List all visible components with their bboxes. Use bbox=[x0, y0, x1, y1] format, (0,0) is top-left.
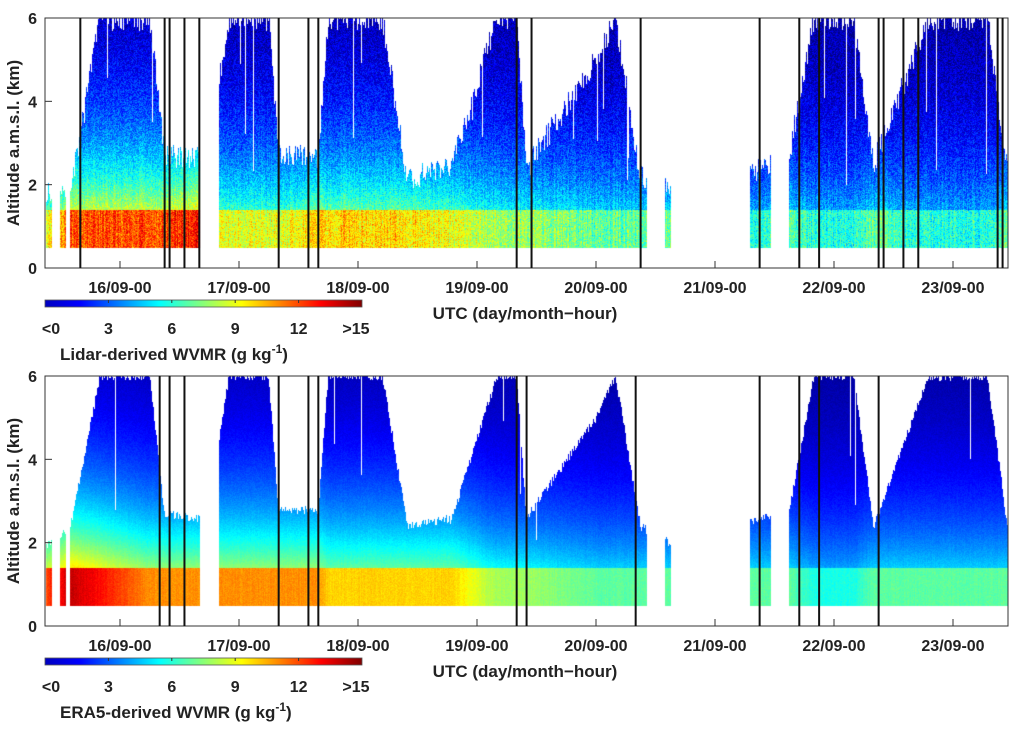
x-tick-label: 23/09-00 bbox=[921, 638, 984, 655]
y-tick-label: 0 bbox=[28, 619, 37, 636]
colorbar-tick-label: 12 bbox=[290, 679, 308, 696]
x-tick-label: 22/09-00 bbox=[802, 638, 865, 655]
y-tick-label: 6 bbox=[28, 369, 37, 386]
y-tick-label: 4 bbox=[28, 452, 37, 469]
x-tick-label: 18/09-00 bbox=[326, 638, 389, 655]
colorbar-tick-label: <0 bbox=[42, 321, 60, 338]
x-tick-label: 16/09-00 bbox=[88, 638, 151, 655]
y-axis-label: Altitude a.m.s.l. (km) bbox=[4, 418, 23, 584]
colorbar-tick-label: 9 bbox=[231, 321, 240, 338]
x-tick-label: 19/09-00 bbox=[445, 638, 508, 655]
x-tick-label: 17/09-00 bbox=[207, 638, 270, 655]
y-tick-label: 0 bbox=[28, 261, 37, 278]
y-tick-label: 2 bbox=[28, 536, 37, 553]
y-tick-label: 4 bbox=[28, 94, 37, 111]
x-tick-label: 21/09-00 bbox=[683, 280, 746, 297]
x-tick-label: 18/09-00 bbox=[326, 280, 389, 297]
x-tick-label: 21/09-00 bbox=[683, 638, 746, 655]
y-axis-label: Altitude a.m.s.l. (km) bbox=[4, 60, 23, 226]
x-axis-label: UTC (day/month−hour) bbox=[433, 304, 618, 323]
plot-frame bbox=[44, 17, 1009, 269]
x-axis-label: UTC (day/month−hour) bbox=[433, 662, 618, 681]
x-tick-label: 22/09-00 bbox=[802, 280, 865, 297]
colorbar-tick-label: 6 bbox=[167, 321, 176, 338]
colorbar-label: ERA5-derived WVMR (g kg-1) bbox=[60, 700, 292, 722]
y-tick-label: 2 bbox=[28, 178, 37, 195]
colorbar-tick-label: >15 bbox=[342, 679, 369, 696]
colorbar bbox=[44, 657, 363, 666]
x-tick-label: 19/09-00 bbox=[445, 280, 508, 297]
y-tick-label: 6 bbox=[28, 11, 37, 28]
x-tick-label: 17/09-00 bbox=[207, 280, 270, 297]
x-tick-label: 23/09-00 bbox=[921, 280, 984, 297]
x-tick-label: 20/09-00 bbox=[564, 280, 627, 297]
colorbar-label: Lidar-derived WVMR (g kg-1) bbox=[60, 342, 288, 364]
colorbar-tick-label: 6 bbox=[167, 679, 176, 696]
colorbar-tick-label: <0 bbox=[42, 679, 60, 696]
colorbar-tick-label: 9 bbox=[231, 679, 240, 696]
colorbar bbox=[44, 299, 363, 308]
panel-lidar: 0 2 4 6 16/09-00 17/09-00 18/09-00 19/09-00 20/0… bbox=[4, 11, 1009, 364]
panel-era5: 0 2 4 6 16/09-00 17/09-00 18/09-00 19/09-00 20/0… bbox=[4, 369, 1009, 722]
colorbar-tick-label: 3 bbox=[104, 679, 113, 696]
colorbar-tick-label: 12 bbox=[290, 321, 308, 338]
heatmap-lidar bbox=[45, 18, 1008, 268]
x-tick-label: 16/09-00 bbox=[88, 280, 151, 297]
colorbar-tick-label: 3 bbox=[104, 321, 113, 338]
x-tick-label: 20/09-00 bbox=[564, 638, 627, 655]
colorbar-tick-label: >15 bbox=[342, 321, 369, 338]
